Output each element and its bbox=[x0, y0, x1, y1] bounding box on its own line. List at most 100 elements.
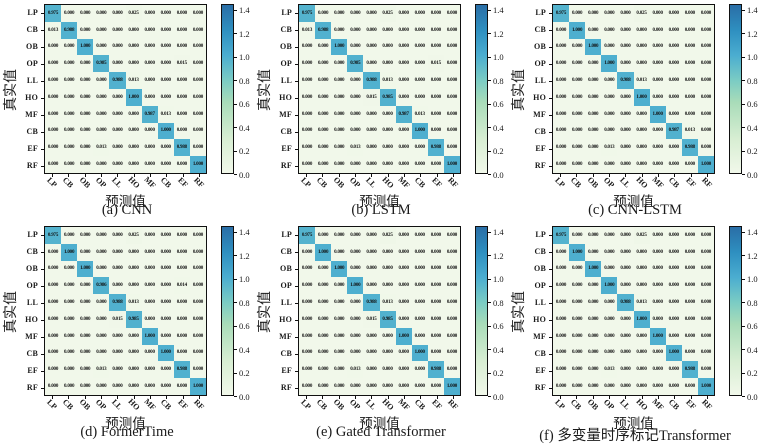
matrix-cell: 0.013 bbox=[347, 361, 364, 379]
matrix-cell-value: 0.000 bbox=[144, 283, 155, 289]
x-tick-mark bbox=[403, 396, 405, 399]
x-tick-label: MF bbox=[396, 174, 412, 191]
matrix-cell: 0.000 bbox=[395, 72, 412, 89]
matrix-cell-value: 0.987 bbox=[398, 111, 409, 117]
matrix-cell: 0.000 bbox=[411, 55, 428, 73]
x-tick-label: RF bbox=[699, 397, 714, 412]
colorbar-tick-label: 1.0 bbox=[239, 52, 250, 63]
matrix-cell: 0.000 bbox=[125, 243, 142, 261]
matrix-cell-value: 0.015 bbox=[366, 316, 377, 322]
matrix-cell: 0.000 bbox=[45, 310, 62, 328]
matrix-cell-value: 0.000 bbox=[668, 333, 679, 339]
matrix-cell: 0.000 bbox=[363, 122, 380, 140]
matrix-cell-value: 0.000 bbox=[318, 350, 329, 356]
colorbar-tick-label: 0.4 bbox=[747, 344, 758, 355]
matrix-cell-value: 0.000 bbox=[620, 316, 631, 322]
x-tick-mark bbox=[355, 174, 357, 177]
matrix-cell-value: 0.000 bbox=[572, 10, 583, 16]
matrix-cell: 0.988 bbox=[617, 72, 634, 89]
matrix-cell: 0.987 bbox=[395, 105, 412, 123]
matrix-cell-value: 0.013 bbox=[350, 145, 361, 151]
x-tick-mark bbox=[117, 174, 119, 177]
matrix-cell: 0.000 bbox=[697, 5, 714, 22]
matrix-cell: 0.000 bbox=[157, 361, 174, 379]
matrix-cell-value: 0.000 bbox=[636, 367, 647, 373]
matrix-cell: 0.000 bbox=[363, 277, 380, 295]
matrix-cell: 0.000 bbox=[125, 277, 142, 295]
y-tick-label: LL bbox=[534, 298, 546, 307]
matrix-cell: 0.015 bbox=[427, 55, 444, 73]
x-tick-mark bbox=[560, 396, 562, 399]
matrix-cell: 0.000 bbox=[569, 72, 586, 89]
matrix-cell-value: 0.000 bbox=[350, 333, 361, 339]
x-tick-label: OB bbox=[77, 175, 93, 190]
matrix-cell-value: 0.000 bbox=[366, 44, 377, 50]
matrix-cell-value: 0.000 bbox=[192, 283, 204, 289]
matrix-cell-value: 1.000 bbox=[192, 384, 204, 390]
matrix-cell-value: 0.000 bbox=[430, 78, 441, 84]
matrix-cell: 0.013 bbox=[157, 105, 174, 123]
matrix-cell: 0.000 bbox=[189, 72, 206, 89]
matrix-cell: 0.000 bbox=[173, 38, 190, 56]
colorbar-tick-mark bbox=[742, 349, 745, 351]
matrix-cell-value: 0.000 bbox=[80, 78, 91, 84]
matrix-cell-value: 0.000 bbox=[144, 145, 155, 151]
matrix-cell: 0.000 bbox=[109, 156, 126, 173]
colorbar-tick-mark bbox=[742, 255, 745, 257]
matrix-cell-value: 0.000 bbox=[668, 145, 679, 151]
matrix-cell-value: 0.988 bbox=[112, 300, 123, 306]
colorbar-tick-mark bbox=[234, 150, 237, 152]
matrix-cell: 0.000 bbox=[697, 260, 714, 278]
y-tick-label: CB bbox=[26, 127, 38, 136]
x-tick-label: OP bbox=[347, 175, 363, 190]
matrix-cell: 0.000 bbox=[331, 156, 348, 173]
matrix-cell: 0.000 bbox=[379, 243, 396, 261]
matrix-cell-value: 0.000 bbox=[128, 249, 139, 255]
colorbar-tick-mark bbox=[234, 349, 237, 351]
matrix-cell: 0.000 bbox=[569, 55, 586, 73]
matrix-cell-value: 0.000 bbox=[620, 61, 631, 67]
matrix-cell: 0.000 bbox=[553, 38, 570, 56]
y-tick-mark bbox=[295, 387, 298, 389]
colorbar-tick-label: 0.0 bbox=[747, 391, 758, 402]
matrix-cell-value: 0.000 bbox=[96, 384, 107, 390]
matrix-cell: 0.988 bbox=[173, 139, 190, 157]
matrix-cell: 0.013 bbox=[633, 294, 650, 311]
matrix-cell: 0.000 bbox=[61, 5, 78, 22]
matrix-cell: 0.000 bbox=[363, 105, 380, 123]
matrix-cell: 0.000 bbox=[665, 88, 682, 106]
matrix-cell-value: 0.000 bbox=[604, 300, 615, 306]
matrix-cell: 0.000 bbox=[617, 156, 634, 173]
matrix-cell: 0.000 bbox=[45, 55, 62, 73]
colorbar-tick-label: 0.6 bbox=[493, 99, 504, 110]
matrix-cell: 0.000 bbox=[601, 156, 618, 173]
matrix-cell: 0.000 bbox=[427, 21, 444, 39]
matrix-cell: 0.000 bbox=[157, 38, 174, 56]
matrix-cell-value: 0.000 bbox=[700, 333, 712, 339]
matrix-cell: 0.000 bbox=[697, 88, 714, 106]
matrix-cell: 0.000 bbox=[173, 88, 190, 106]
matrix-cell-value: 0.000 bbox=[620, 145, 631, 151]
matrix-cell-value: 0.000 bbox=[350, 27, 361, 33]
matrix-cell: 0.000 bbox=[553, 105, 570, 123]
matrix-cell-value: 0.000 bbox=[446, 333, 458, 339]
matrix-cell: 0.025 bbox=[125, 227, 142, 244]
y-tick-label: OP bbox=[534, 281, 546, 290]
matrix-cell-value: 0.988 bbox=[620, 78, 631, 84]
matrix-cell-value: 0.000 bbox=[588, 162, 599, 168]
matrix-cell: 0.000 bbox=[331, 294, 348, 311]
matrix-cell: 0.985 bbox=[379, 310, 396, 328]
matrix-cell: 0.000 bbox=[427, 294, 444, 311]
matrix-cell-value: 0.000 bbox=[700, 350, 712, 356]
x-tick-label: OB bbox=[585, 397, 601, 412]
matrix-cell: 0.000 bbox=[173, 5, 190, 22]
matrix-cell-value: 0.000 bbox=[555, 44, 567, 50]
matrix-cell-value: 0.000 bbox=[144, 249, 155, 255]
matrix-cell-value: 0.975 bbox=[47, 232, 59, 238]
colorbar-tick-label: 0.8 bbox=[747, 75, 758, 86]
matrix-cell: 0.000 bbox=[189, 277, 206, 295]
matrix-cell-value: 0.000 bbox=[414, 78, 425, 84]
matrix-cell: 0.000 bbox=[61, 378, 78, 395]
matrix-cell: 0.000 bbox=[299, 361, 316, 379]
matrix-cell: 0.000 bbox=[427, 260, 444, 278]
